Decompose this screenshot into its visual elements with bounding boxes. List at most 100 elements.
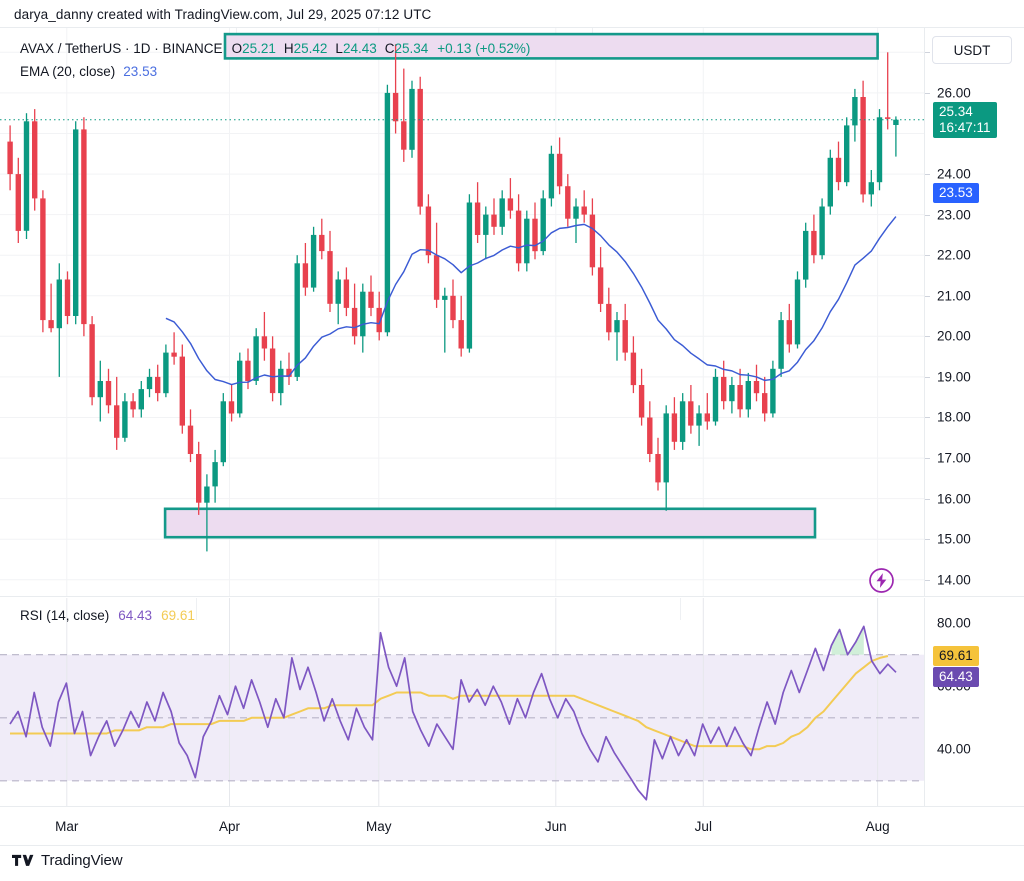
candle-body [770, 368, 776, 414]
candle-body [786, 320, 792, 345]
time-tick-Mar: Mar [55, 819, 79, 834]
candle-body [827, 157, 833, 207]
candle-body [48, 320, 54, 329]
tradingview-brand: TradingView [41, 852, 123, 869]
candle-body [483, 214, 489, 235]
candle-body [384, 92, 391, 333]
currency-chip[interactable]: USDT [932, 36, 1012, 64]
candlestick-series [7, 44, 899, 552]
header-divider [0, 27, 1024, 28]
candle-body [671, 413, 678, 442]
candle-body [278, 368, 284, 394]
candle-body [15, 174, 21, 231]
candle-body [343, 279, 350, 308]
rsi-legend[interactable]: RSI (14, close) 64.43 69.61 [20, 605, 195, 626]
candle-body [130, 401, 136, 410]
resistance-zone-rect [223, 32, 879, 60]
open-value: 25.21 [242, 41, 276, 56]
resistance-zone [223, 32, 879, 60]
candle-body [835, 157, 842, 183]
price-tick-15.00: 15.00 [937, 531, 971, 547]
candle-body [844, 125, 850, 183]
last-price-badge[interactable]: 25.34 16:47:11 [933, 101, 997, 138]
ema-price-badge[interactable]: 23.53 [933, 183, 979, 204]
price-chart-pane[interactable] [0, 28, 924, 596]
candle-body [876, 117, 883, 183]
candle-body [269, 348, 276, 394]
candle-body [89, 324, 95, 398]
price-tick-mark [925, 214, 930, 216]
ema-20-line [165, 216, 897, 386]
candle-body [458, 320, 464, 349]
rsi-value: 64.43 [118, 608, 153, 623]
rsi-value-badge[interactable]: 64.43 [933, 666, 979, 687]
rsi-chart-pane[interactable] [0, 598, 924, 806]
price-tick-22.00: 22.00 [937, 247, 971, 263]
price-axis[interactable]: 27.0026.0024.0023.0022.0021.0020.0019.00… [924, 28, 1024, 596]
candle-body [171, 352, 177, 357]
time-tick-Jun: Jun [544, 819, 567, 834]
rsi-ma-line [10, 655, 889, 751]
candle-body [73, 129, 79, 316]
candle-body [32, 121, 38, 199]
candle-body [548, 153, 555, 199]
candle-body [696, 413, 702, 426]
candle-body [803, 230, 809, 280]
candle-body [7, 141, 13, 175]
candle-body [704, 413, 710, 422]
candle-body [515, 210, 522, 264]
candle-body [794, 279, 801, 345]
rsi-ma-badge[interactable]: 69.61 [933, 645, 979, 666]
candle-body [261, 336, 268, 349]
candle-body [540, 198, 546, 252]
candle-body [105, 381, 112, 406]
candle-body [860, 97, 866, 195]
candle-body [622, 320, 628, 353]
candle-body [688, 401, 694, 426]
candle-body [376, 307, 382, 333]
ema-value: 23.53 [123, 64, 158, 79]
candle-body [466, 202, 473, 349]
candle-body [56, 279, 62, 329]
candle-body [146, 376, 153, 390]
price-tick-21.00: 21.00 [937, 288, 971, 304]
candle-body [474, 202, 481, 235]
price-tick-14.00: 14.00 [937, 572, 971, 588]
price-tick-24.00: 24.00 [937, 166, 971, 182]
low-value: 24.43 [342, 41, 377, 56]
legend-row-symbol[interactable]: AVAX / TetherUS · 1D · BINANCE O25.21 H25… [20, 38, 530, 59]
candle-body [114, 405, 120, 438]
legend-row-ema[interactable]: EMA (20, close) 23.53 [20, 61, 530, 82]
candle-body [228, 401, 235, 414]
close-value: 25.34 [394, 41, 429, 56]
candle-body [319, 234, 325, 252]
time-tick-Apr: Apr [218, 819, 241, 834]
ohlc-values: O25.21 H25.42 L24.43 C25.34 [232, 38, 429, 59]
candle-body [647, 417, 653, 454]
rsi-legend-divider-2 [196, 598, 197, 620]
candle-body [196, 454, 202, 503]
candle-body [220, 401, 226, 463]
candle-body [81, 129, 87, 325]
high-value: 25.42 [293, 41, 328, 56]
candle-body [655, 454, 661, 483]
candle-body [556, 153, 563, 187]
price-tick-mark [925, 498, 930, 500]
pane-divider [0, 596, 1024, 597]
candle-body [745, 381, 751, 410]
candle-body [852, 97, 858, 126]
candle-body [712, 376, 719, 422]
low-key: L [335, 41, 343, 56]
candle-body [163, 352, 169, 394]
candle-body [245, 360, 251, 381]
attribution-text: darya_danny created with TradingView.com… [14, 7, 432, 22]
candle-body [433, 255, 440, 300]
candle-body [581, 206, 587, 215]
candle-body [811, 230, 817, 256]
candle-body [409, 88, 415, 150]
lightning-bolt-icon[interactable] [868, 567, 895, 594]
rsi-label: RSI (14, close) [20, 608, 110, 623]
time-axis[interactable]: Mar Apr May Jun Jul Aug [0, 806, 1024, 846]
